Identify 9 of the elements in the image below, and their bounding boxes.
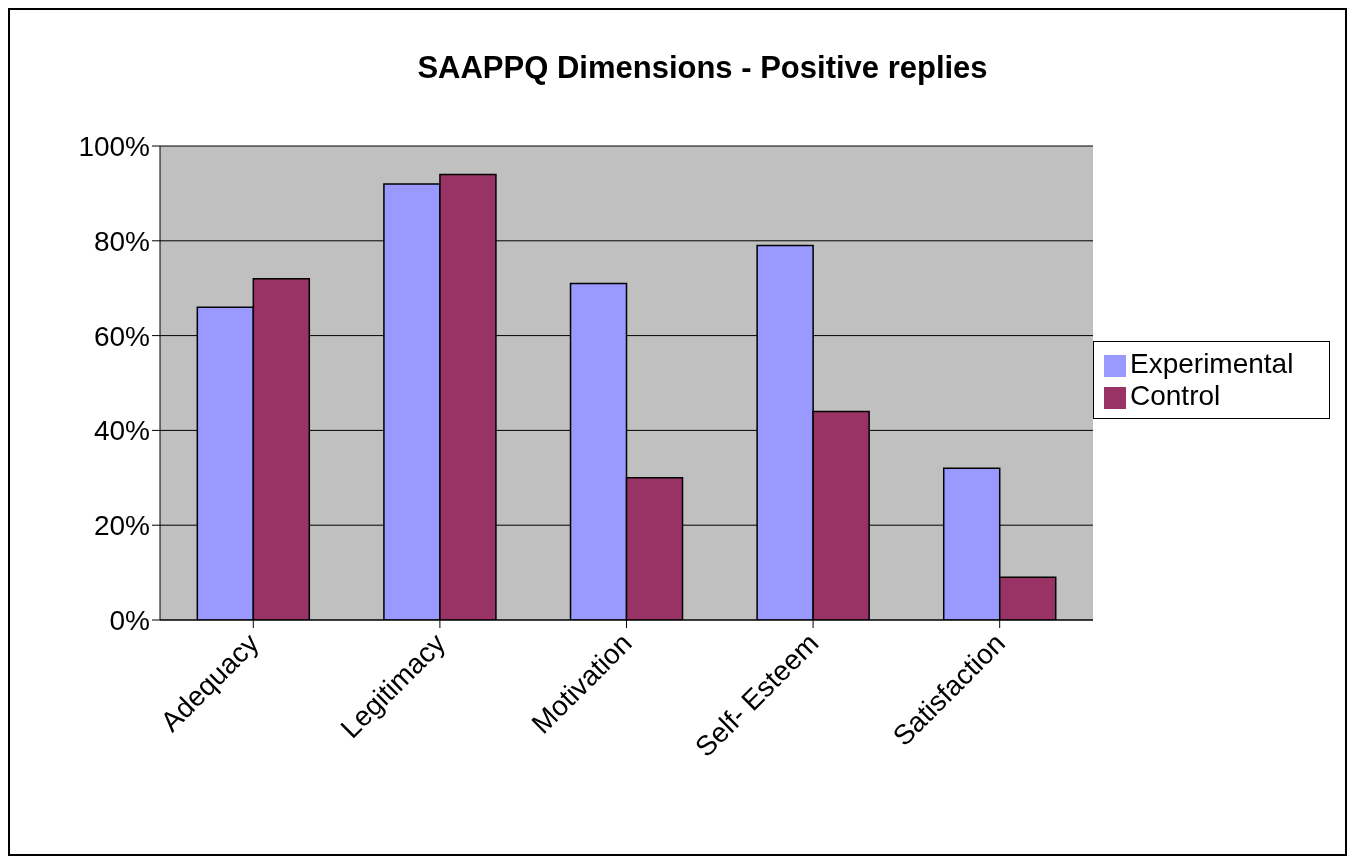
y-tick-label: 20% xyxy=(93,510,150,542)
legend-label: Control xyxy=(1130,380,1221,411)
y-tick-label: 100% xyxy=(78,130,150,162)
y-tick-label: 60% xyxy=(93,320,150,352)
y-tick-label: 0% xyxy=(109,604,150,636)
legend-label: Experimental xyxy=(1130,348,1294,379)
y-tick-label: 80% xyxy=(93,225,150,257)
y-tick-label: 40% xyxy=(93,415,150,447)
chart-title: SAAPPQ Dimensions - Positive replies xyxy=(416,50,989,86)
